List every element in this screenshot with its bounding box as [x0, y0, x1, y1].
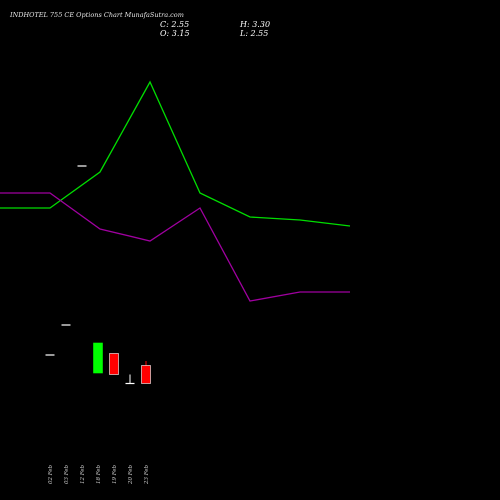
- purple-indicator-line: [0, 192, 350, 302]
- x-axis-labels: 02 Feb 03 Feb 12 Feb 18 Feb 19 Feb 20 Feb 23 F…: [48, 464, 150, 485]
- x-tick-label: 23 Feb: [144, 464, 150, 485]
- x-tick-label: 02 Feb: [48, 464, 54, 484]
- x-tick-label: 18 Feb: [96, 464, 102, 484]
- candle-18-feb: [93, 342, 103, 374]
- chart-title: INDHOTEL 755 CE Options Chart MunafaSutr…: [10, 11, 184, 19]
- high-value: H: 3.30: [240, 20, 271, 29]
- low-value: L: 2.55: [240, 29, 269, 38]
- x-tick-label: 19 Feb: [112, 464, 118, 484]
- candle-body: [141, 365, 151, 384]
- x-tick-label: 12 Feb: [80, 464, 86, 484]
- open-value: O: 3.15: [160, 29, 190, 38]
- candle-body: [109, 353, 119, 375]
- close-value: C: 2.55: [160, 20, 190, 29]
- green-indicator-line: [0, 80, 351, 227]
- candle-23-feb: [141, 361, 151, 384]
- candle-20-feb: [125, 374, 135, 385]
- indicator-lines: [0, 80, 351, 302]
- x-tick-label: 03 Feb: [64, 464, 70, 484]
- candle-19-feb: [109, 353, 119, 375]
- candles: [45, 165, 151, 385]
- x-tick-label: 20 Feb: [128, 464, 134, 485]
- candle-body: [93, 342, 103, 374]
